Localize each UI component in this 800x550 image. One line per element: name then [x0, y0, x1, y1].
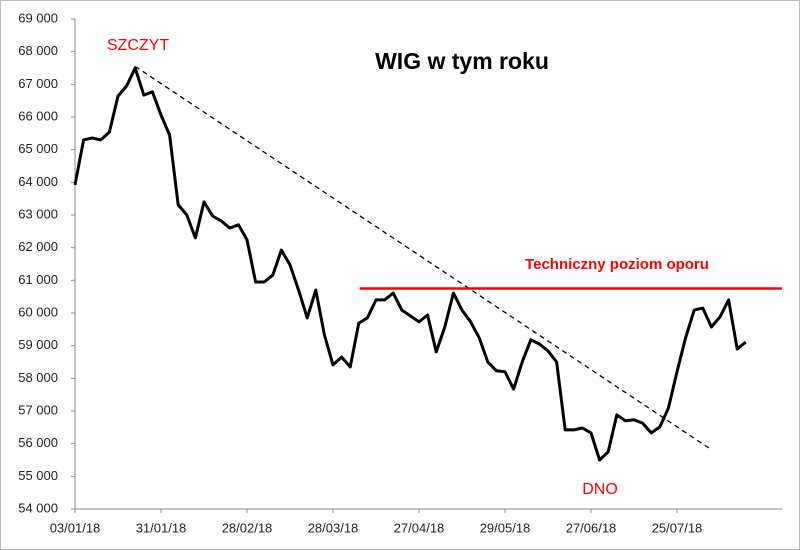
trend-line	[134, 65, 711, 450]
y-tick-label: 55 000	[18, 468, 58, 483]
x-tick-label: 28/02/18	[222, 520, 273, 535]
y-tick-label: 56 000	[18, 435, 58, 450]
y-tick-label: 54 000	[18, 500, 58, 515]
x-tick-label: 28/03/18	[308, 520, 359, 535]
y-tick-label: 61 000	[18, 272, 58, 287]
y-tick-label: 58 000	[18, 370, 58, 385]
y-tick-label: 67 000	[18, 76, 58, 91]
x-tick-label: 29/05/18	[480, 520, 531, 535]
y-tick-label: 60 000	[18, 304, 58, 319]
x-tick-label: 31/01/18	[136, 520, 187, 535]
data-line	[73, 66, 747, 462]
x-tick-label: 27/06/18	[566, 520, 617, 535]
annotation: SZCZYT	[107, 37, 169, 54]
annotation: Techniczny poziom oporu	[525, 256, 709, 273]
y-tick-label: 68 000	[18, 43, 58, 58]
annotation: DNO	[582, 481, 618, 498]
y-tick-label: 63 000	[18, 206, 58, 221]
y-tick-label: 62 000	[18, 239, 58, 254]
y-tick-label: 59 000	[18, 337, 58, 352]
chart-title: WIG w tym roku	[375, 48, 549, 74]
x-tick-label: 27/04/18	[394, 520, 445, 535]
y-tick-label: 64 000	[18, 174, 58, 189]
y-tick-label: 66 000	[18, 108, 58, 123]
y-tick-label: 65 000	[18, 141, 58, 156]
x-tick-label: 25/07/18	[652, 520, 703, 535]
x-tick-label: 03/01/18	[50, 520, 101, 535]
y-tick-label: 57 000	[18, 402, 58, 417]
y-tick-label: 69 000	[18, 10, 58, 25]
